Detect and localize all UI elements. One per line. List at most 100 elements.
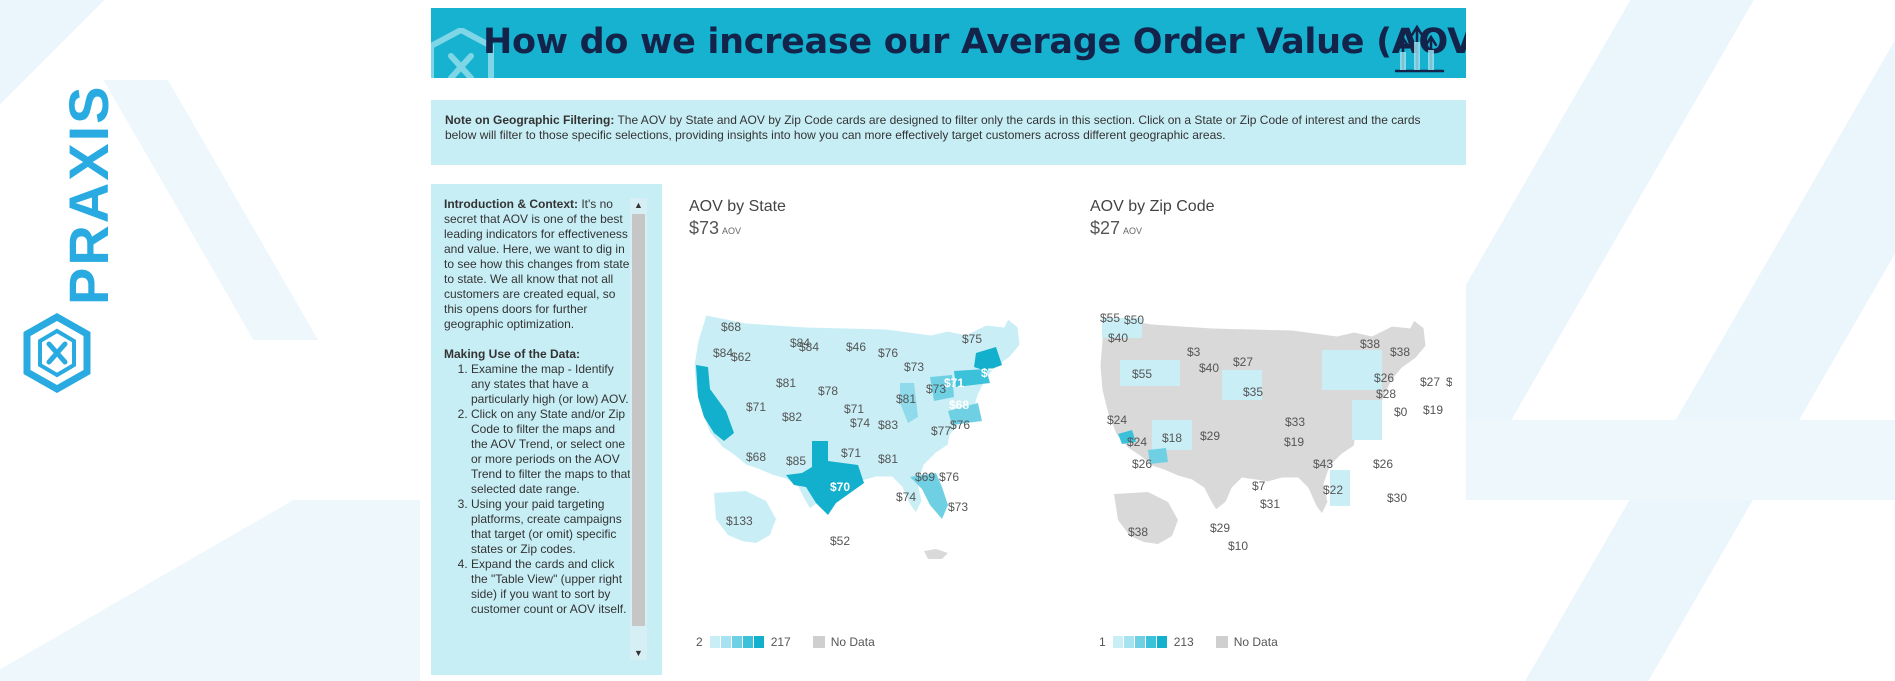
map-value-label: $28: [1376, 387, 1396, 401]
zip-highlights: [1102, 318, 1382, 506]
map-value-label: $71: [746, 400, 766, 414]
note-text: The AOV by State and AOV by Zip Code car…: [445, 113, 1421, 142]
state-ohio[interactable]: [930, 375, 954, 401]
map-value-label: $71: [981, 366, 1001, 380]
state-texas[interactable]: [786, 441, 864, 515]
map-value-label: $40: [1199, 361, 1219, 375]
map-value-label: $62: [731, 350, 751, 364]
us-mainland-shape[interactable]: [693, 314, 1021, 514]
scroll-down-arrow-icon[interactable]: ▼: [634, 648, 643, 658]
legend-min: 2: [696, 635, 703, 649]
map-value-label: $26: [1132, 457, 1152, 471]
legend-swatch: [731, 636, 742, 648]
state-virginia[interactable]: [948, 403, 982, 425]
map-value-label: $29: [1200, 429, 1220, 443]
intro-panel: Introduction & Context: It's no secret t…: [431, 184, 662, 675]
map-value-label: $74: [896, 490, 916, 504]
legend-swatch: [1156, 636, 1167, 648]
state-aov-value: $73: [689, 218, 720, 238]
zip-legend: 1 213 No Data: [1099, 635, 1278, 649]
map-value-label: $133: [726, 514, 753, 528]
map-value-label: $71: [844, 402, 864, 416]
legend-swatch: [753, 636, 764, 648]
map-value-label: $73: [904, 360, 924, 374]
state-illinois[interactable]: [900, 383, 918, 423]
map-value-label: $81: [896, 392, 916, 406]
no-data-swatch: [812, 636, 825, 648]
map-value-label: $27: [1446, 375, 1452, 389]
map-value-label: $84: [790, 336, 810, 350]
no-data-swatch: [1215, 636, 1228, 648]
zip-card-value: $27 AOV: [1090, 218, 1142, 239]
state-florida[interactable]: [910, 473, 948, 519]
state-hawaii[interactable]: [924, 549, 948, 559]
map-value-label: $68: [746, 450, 766, 464]
map-value-label: $75: [962, 332, 982, 346]
header-banner: How do we increase our Average Order Val…: [431, 8, 1466, 78]
map-value-label: $19: [1423, 403, 1443, 417]
us-zip-map[interactable]: $55 $50 $40 $38 $38 $3 $27 $40 $55 $26 $27 $27 $28 $3…: [1092, 310, 1452, 570]
state-alaska[interactable]: [714, 491, 776, 543]
map-value-label: $81: [878, 452, 898, 466]
page-title: How do we increase our Average Order Val…: [483, 22, 1466, 62]
zip-aov-unit: AOV: [1123, 226, 1143, 236]
map-value-label: $73: [948, 500, 968, 514]
scroll-thumb[interactable]: [632, 214, 645, 626]
map-value-label: $31: [1260, 497, 1280, 511]
map-value-label: $71: [841, 446, 861, 460]
legend-max: 217: [770, 635, 791, 649]
background-shape: [60, 80, 340, 340]
state-value-labels: $68$84$62$84 $46 $76$75$84$73$81 $73$71$71$…: [713, 320, 1001, 548]
us-state-map[interactable]: $68$84$62$84 $46 $76$75$84$73$81 $73$71$71$…: [686, 305, 1046, 570]
map-value-label: $83: [878, 418, 898, 432]
legend-swatch: [1112, 636, 1123, 648]
zip-alaska-shape[interactable]: [1114, 492, 1178, 544]
map-value-label: $69: [915, 470, 935, 484]
map-value-label: $71: [944, 376, 964, 390]
map-value-label: $33: [1285, 415, 1305, 429]
state-card-title: AOV by State: [689, 198, 786, 215]
map-value-label: $84: [799, 340, 819, 354]
state-new-york[interactable]: [974, 347, 1002, 371]
intro-text: Introduction & Context: It's no secret t…: [444, 197, 634, 667]
map-value-label: $19: [1284, 435, 1304, 449]
map-value-label: $43: [1313, 457, 1333, 471]
map-value-label: $38: [1128, 525, 1148, 539]
list-item: Expand the cards and click the "Table Vi…: [471, 557, 634, 617]
state-pennsylvania[interactable]: [954, 369, 990, 387]
map-value-label: $82: [782, 410, 802, 424]
map-value-label: $0: [1394, 405, 1408, 419]
map-value-label: $30: [1387, 491, 1407, 505]
map-value-label: $84: [713, 346, 733, 360]
map-value-label: $81: [776, 376, 796, 390]
zip-phoenix-highlight[interactable]: [1148, 448, 1168, 464]
intro-scrollbar[interactable]: ▲ ▼: [630, 198, 647, 660]
note-label: Note on Geographic Filtering:: [445, 113, 615, 127]
legend-swatch: [709, 636, 720, 648]
usage-label: Making Use of the Data:: [444, 347, 581, 361]
brand-name: PRAXIS: [57, 84, 120, 306]
map-value-label: $27: [1233, 355, 1253, 369]
legend-max: 213: [1173, 635, 1194, 649]
map-value-label: $70: [830, 480, 850, 494]
map-value-label: $26: [1374, 371, 1394, 385]
scroll-up-arrow-icon[interactable]: ▲: [634, 200, 643, 210]
context-text: It's no secret that AOV is one of the be…: [444, 197, 630, 331]
list-item: Using your paid targeting platforms, cre…: [471, 497, 634, 557]
map-value-label: $55: [1132, 367, 1152, 381]
map-value-label: $35: [1243, 385, 1263, 399]
no-data-label: No Data: [830, 635, 875, 649]
growth-chart-icon: [1394, 24, 1445, 73]
map-value-label: $10: [1228, 539, 1248, 553]
state-legend: 2 217 No Data: [696, 635, 875, 649]
zip-aov-value: $27: [1090, 218, 1121, 238]
state-card-value: $73 AOV: [689, 218, 741, 239]
map-value-label: $76: [939, 470, 959, 484]
map-value-label: $76: [878, 346, 898, 360]
zip-card-title: AOV by Zip Code: [1090, 198, 1215, 215]
zip-la-highlight[interactable]: [1118, 430, 1136, 444]
zip-value-labels: $55 $50 $40 $38 $38 $3 $27 $40 $55 $26 $27 $27 $28 $3…: [1100, 311, 1452, 553]
state-california[interactable]: [696, 365, 734, 441]
map-value-label: $24: [1127, 435, 1147, 449]
map-value-label: $76: [950, 418, 970, 432]
